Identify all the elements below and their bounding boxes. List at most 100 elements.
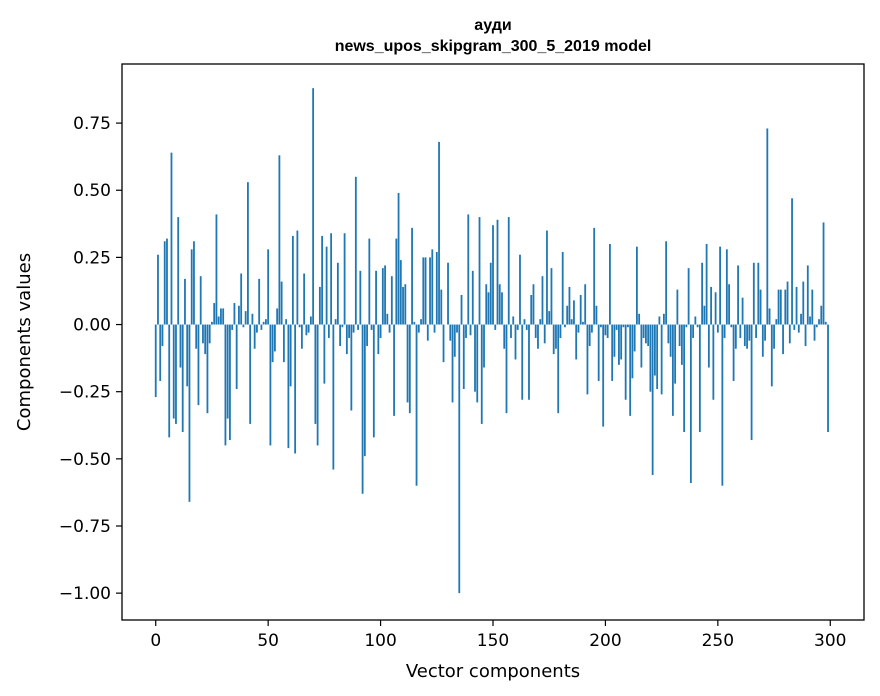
bar (370, 324, 373, 330)
bar (163, 241, 166, 325)
bar (582, 321, 584, 325)
bar (750, 324, 753, 441)
x-tick-label: 200 (589, 631, 621, 651)
chart-subtitle: news_upos_skipgram_300_5_2019 model (335, 38, 652, 55)
y-axis-ticks: −1.00 −0.75 −0.50 −0.25 0.00 0.25 0.50 0.75 (59, 114, 122, 604)
bar (773, 324, 775, 349)
bar (561, 252, 564, 325)
bar (766, 128, 769, 325)
bar (190, 249, 193, 325)
bar (282, 324, 285, 363)
bar (226, 324, 229, 419)
bar (629, 324, 632, 416)
bar (447, 262, 449, 325)
y-tick-label: −0.75 (59, 517, 111, 537)
bar (172, 324, 175, 419)
bar (620, 324, 623, 360)
bar (420, 319, 422, 325)
bar (815, 324, 818, 328)
bar (795, 286, 798, 325)
bar (564, 324, 566, 328)
bar (197, 324, 200, 406)
bar (710, 286, 712, 325)
bar (406, 324, 409, 403)
bar (759, 289, 762, 325)
bar (761, 324, 764, 357)
bar (573, 300, 575, 325)
bar (737, 265, 739, 325)
bar (348, 324, 350, 338)
bar (276, 308, 279, 325)
bar (377, 324, 380, 355)
bar (388, 324, 391, 333)
bar (393, 324, 395, 416)
bar (238, 305, 240, 325)
x-tick-label: 300 (814, 631, 846, 651)
bar (568, 286, 571, 325)
bar (357, 324, 359, 330)
bar (202, 324, 204, 344)
bar (309, 316, 312, 325)
bar (636, 246, 638, 325)
bar (471, 270, 474, 325)
bar (294, 324, 297, 454)
bar (597, 324, 600, 381)
bar (804, 324, 807, 347)
bar (251, 313, 254, 325)
bar (199, 276, 202, 325)
bar (653, 324, 656, 376)
bar (642, 324, 645, 338)
bar (779, 289, 782, 325)
bar (307, 324, 310, 333)
bar (368, 238, 371, 325)
bar (204, 324, 207, 355)
bar (316, 324, 319, 446)
bar (755, 324, 757, 338)
bar (739, 324, 742, 338)
bar (707, 324, 710, 368)
bar (453, 324, 456, 357)
bar (627, 324, 629, 328)
bar (782, 324, 784, 355)
bar (678, 324, 681, 347)
bar (570, 319, 573, 325)
bar (698, 324, 701, 432)
bar (546, 230, 548, 325)
bar (676, 289, 679, 325)
bar (215, 214, 218, 325)
bar (512, 316, 515, 325)
bar (195, 324, 198, 349)
bar (265, 319, 267, 325)
y-tick-label: −0.25 (59, 383, 111, 403)
bar (764, 324, 766, 341)
bar (305, 324, 308, 336)
bar (166, 238, 168, 325)
bar (345, 324, 348, 355)
bar (530, 295, 533, 325)
bar (662, 313, 665, 325)
bar (516, 324, 519, 330)
chart-title: ауди (474, 17, 511, 34)
bar (381, 268, 384, 325)
bar (820, 305, 823, 325)
bar (375, 270, 377, 325)
bar (253, 324, 256, 349)
bar (287, 324, 290, 449)
bar (184, 278, 186, 325)
bar (647, 324, 650, 347)
bar (312, 88, 315, 325)
bar (456, 324, 458, 333)
bar (492, 225, 494, 325)
bar (229, 324, 231, 441)
bar (757, 262, 760, 325)
bar (705, 243, 708, 325)
bar (262, 321, 265, 325)
bar (683, 324, 686, 432)
bar (613, 324, 616, 357)
y-tick-label: −1.00 (59, 584, 111, 604)
bar (505, 324, 508, 414)
bar (501, 292, 503, 325)
bar (689, 324, 692, 484)
